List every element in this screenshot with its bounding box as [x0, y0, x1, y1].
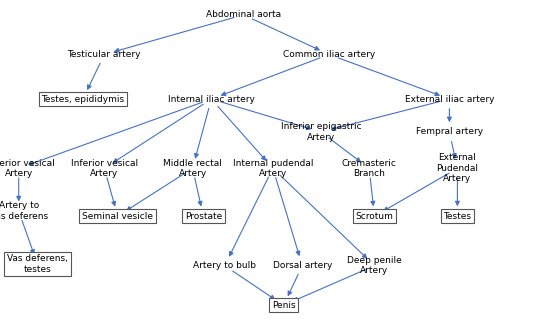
Text: Common iliac artery: Common iliac artery — [283, 50, 375, 59]
Text: Superior vesical
Artery: Superior vesical Artery — [0, 159, 55, 178]
Text: Artery to
Vas deferens: Artery to Vas deferens — [0, 202, 48, 221]
Text: Fempral artery: Fempral artery — [416, 127, 483, 137]
Text: External iliac artery: External iliac artery — [404, 94, 494, 104]
Text: Testes, epididymis: Testes, epididymis — [41, 94, 125, 104]
Text: Internal pudendal
Artery: Internal pudendal Artery — [233, 159, 313, 178]
Text: Testicular artery: Testicular artery — [67, 50, 141, 59]
Text: External
Pudendal
Artery: External Pudendal Artery — [437, 153, 478, 183]
Text: Internal iliac artery: Internal iliac artery — [168, 94, 255, 104]
Text: Cremasteric
Branch: Cremasteric Branch — [342, 159, 396, 178]
Text: Inferior vesical
Artery: Inferior vesical Artery — [71, 159, 138, 178]
Text: Prostate: Prostate — [185, 212, 222, 221]
Text: Seminal vesicle: Seminal vesicle — [82, 212, 153, 221]
Text: Penis: Penis — [272, 301, 295, 310]
Text: Scrotum: Scrotum — [356, 212, 393, 221]
Text: Dorsal artery: Dorsal artery — [273, 261, 332, 270]
Text: Deep penile
Artery: Deep penile Artery — [347, 256, 402, 275]
Text: Middle rectal
Artery: Middle rectal Artery — [163, 159, 222, 178]
Text: Inferior epigastric
Artery: Inferior epigastric Artery — [281, 122, 361, 142]
Text: Vas deferens,
testes: Vas deferens, testes — [7, 254, 68, 274]
Text: Abdominal aorta: Abdominal aorta — [206, 10, 281, 19]
Text: Testes: Testes — [444, 212, 471, 221]
Text: Artery to bulb: Artery to bulb — [193, 261, 256, 270]
